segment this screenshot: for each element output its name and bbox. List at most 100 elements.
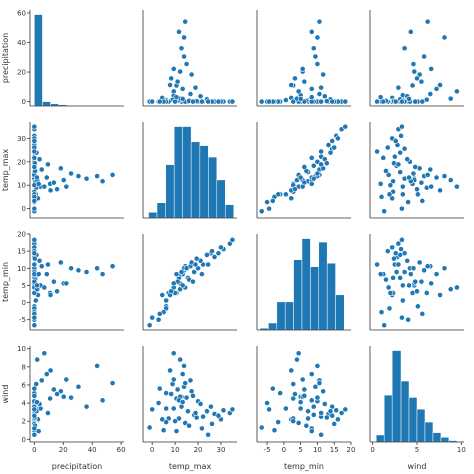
hist-bar xyxy=(148,212,158,219)
scatter-point xyxy=(35,271,42,278)
scatter-point xyxy=(282,191,289,198)
scatter-point xyxy=(428,183,435,190)
scatter-point xyxy=(173,271,180,278)
scatter-point xyxy=(43,271,50,278)
scatter-point xyxy=(308,428,315,435)
x-axis-label: temp_max xyxy=(169,462,212,471)
scatter-point xyxy=(316,380,323,387)
scatter-point xyxy=(428,66,435,72)
x-tick-label: 40 xyxy=(88,446,97,454)
scatter-point xyxy=(424,18,431,25)
scatter-point xyxy=(170,350,177,357)
hist-bar xyxy=(335,294,345,331)
hist-bar xyxy=(293,259,303,331)
scatter-point xyxy=(398,132,404,139)
panel xyxy=(142,234,237,331)
scatter-point xyxy=(32,297,39,304)
scatter-point xyxy=(392,138,399,144)
hist-bar xyxy=(182,126,192,219)
scatter-point xyxy=(406,96,412,102)
scatter-point xyxy=(176,28,182,35)
x-tick-label: 60 xyxy=(117,446,126,454)
y-tick-label: 0 xyxy=(22,436,26,444)
scatter-point xyxy=(31,198,38,204)
scatter-point xyxy=(159,416,166,423)
scatter-point xyxy=(109,263,116,270)
scatter-point xyxy=(412,278,419,285)
y-tick-label: 15 xyxy=(17,248,26,256)
scatter-point xyxy=(68,170,74,177)
scatter-point xyxy=(299,183,306,190)
y-tick-label: 0 xyxy=(22,98,26,106)
scatter-point xyxy=(199,425,205,432)
scatter-point xyxy=(75,267,82,274)
scatter-point xyxy=(410,170,417,177)
scatter-point xyxy=(312,53,319,60)
scatter-point xyxy=(342,123,349,130)
scatter-point xyxy=(335,135,341,142)
scatter-point xyxy=(94,363,101,369)
scatter-point xyxy=(204,408,210,415)
scatter-point xyxy=(316,91,323,97)
scatter-point xyxy=(47,395,54,402)
scatter-point xyxy=(433,85,440,92)
scatter-point xyxy=(187,377,194,384)
scatter-point xyxy=(454,88,460,95)
scatter-point xyxy=(297,174,304,181)
scatter-point xyxy=(401,269,408,275)
scatter-point xyxy=(386,191,393,198)
scatter-point xyxy=(182,380,189,387)
scatter-point xyxy=(437,292,443,298)
scatter-point xyxy=(275,419,282,425)
y-tick-label: 5 xyxy=(22,282,26,290)
x-axis-label: temp_min xyxy=(284,462,324,471)
scatter-point xyxy=(454,183,460,190)
hist-bar xyxy=(156,202,166,219)
y-tick-label: -5 xyxy=(19,316,26,324)
panel xyxy=(142,10,237,107)
hist-bar xyxy=(173,126,183,219)
scatter-point xyxy=(399,297,406,304)
scatter-point xyxy=(149,98,156,105)
scatter-point xyxy=(299,376,306,383)
scatter-point xyxy=(410,265,417,272)
scatter-point xyxy=(168,288,175,295)
scatter-point xyxy=(35,428,42,435)
scatter-point xyxy=(387,182,394,189)
scatter-point xyxy=(205,261,212,268)
scatter-point xyxy=(383,168,389,174)
scatter-point xyxy=(308,28,315,35)
y-tick-label: 0 xyxy=(22,299,26,307)
scatter-point xyxy=(192,84,199,91)
scatter-point xyxy=(295,420,302,426)
scatter-point xyxy=(192,261,199,268)
scatter-point xyxy=(385,284,392,291)
scatter-point xyxy=(318,148,325,155)
scatter-point xyxy=(399,236,405,243)
scatter-point xyxy=(310,175,317,182)
scatter-point xyxy=(185,408,191,415)
scatter-point xyxy=(329,412,336,419)
scatter-point xyxy=(441,34,448,41)
hist-bar xyxy=(424,421,434,443)
scatter-point xyxy=(186,422,192,429)
scatter-point xyxy=(399,282,406,289)
panel xyxy=(369,10,464,107)
x-axis-label: precipitation xyxy=(52,462,102,471)
y-tick-label: 60 xyxy=(17,9,26,17)
scatter-point xyxy=(170,66,177,72)
scatter-point xyxy=(414,303,421,310)
scatter-point xyxy=(177,356,184,363)
scatter-point xyxy=(36,257,43,264)
panel xyxy=(142,346,237,443)
scatter-point xyxy=(331,420,338,427)
scatter-point xyxy=(338,410,345,416)
scatter-point xyxy=(38,377,45,384)
scatter-point xyxy=(389,244,396,251)
scatter-point xyxy=(54,186,60,193)
scatter-point xyxy=(421,53,427,60)
panel xyxy=(369,122,464,219)
scatter-point xyxy=(380,154,387,161)
scatter-point xyxy=(404,257,411,264)
scatter-point xyxy=(323,160,330,167)
